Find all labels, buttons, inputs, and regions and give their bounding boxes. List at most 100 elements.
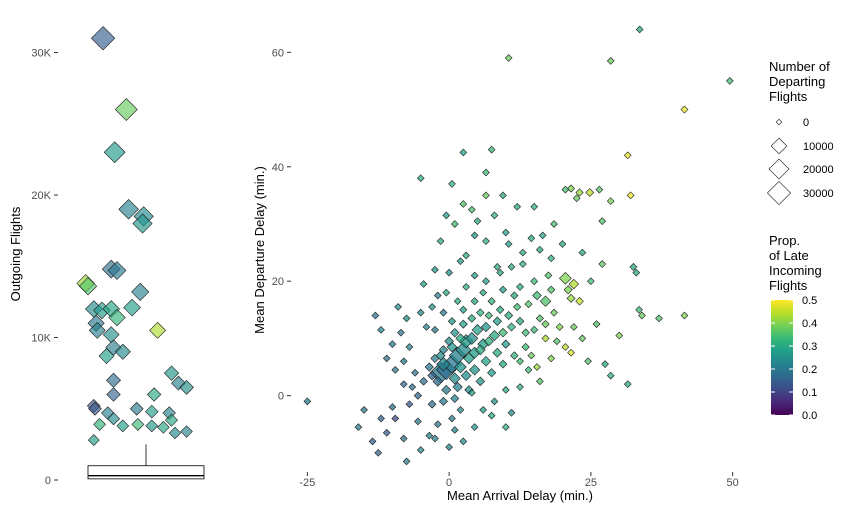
right-point: [467, 388, 476, 397]
left-points: [76, 26, 194, 447]
right-point: [541, 319, 550, 329]
right-point: [470, 271, 479, 280]
right-point: [405, 343, 414, 351]
right-point: [303, 397, 312, 406]
size-legend-title-line-2: Departing: [769, 74, 825, 89]
right-point: [623, 151, 632, 160]
right-y-axis-title: Mean Departure Delay (min.): [252, 166, 267, 334]
size-legend: Number of Departing Flights 0 10000 20000 3…: [766, 59, 834, 206]
right-point: [655, 314, 663, 323]
left-point: [88, 401, 102, 416]
right-point: [360, 406, 368, 414]
left-point: [118, 199, 139, 220]
right-point: [623, 380, 632, 389]
right-point: [448, 372, 461, 385]
right-point: [498, 285, 508, 294]
left-point: [78, 277, 98, 296]
right-point: [521, 342, 530, 352]
right-point: [559, 271, 572, 285]
right-point: [598, 217, 607, 225]
right-point: [467, 314, 477, 323]
right-point: [436, 237, 445, 245]
right-point: [561, 185, 570, 194]
right-point: [536, 377, 544, 386]
color-legend-title-line-2: of Late: [769, 248, 809, 263]
right-point: [567, 348, 575, 357]
right-point: [430, 325, 439, 334]
right-point: [371, 311, 380, 320]
right-point: [428, 303, 436, 311]
colorbar-tick-label: 0.5: [802, 295, 817, 307]
right-point: [595, 185, 604, 194]
right-point: [553, 337, 561, 346]
right-point: [606, 371, 615, 380]
right-point: [547, 254, 556, 263]
right-y-tick-label: 0: [278, 391, 284, 403]
right-point: [411, 368, 419, 377]
right-point: [441, 384, 452, 395]
right-point: [578, 248, 587, 257]
colorbar-ticks: 0.5 0.4 0.3 0.2 0.1 0.0: [771, 295, 817, 422]
left-point: [123, 298, 141, 317]
right-point: [394, 303, 402, 311]
right-point: [432, 376, 444, 387]
right-point: [584, 357, 592, 366]
right-point: [414, 417, 422, 426]
right-point: [516, 282, 524, 291]
left-point: [98, 348, 115, 364]
right-point: [444, 336, 454, 347]
right-point: [427, 399, 437, 409]
right-point: [598, 260, 607, 268]
right-point: [680, 105, 689, 114]
right-point: [459, 305, 468, 314]
left-y-axis: 0 10K 20K 30K: [31, 48, 58, 487]
right-point: [399, 380, 408, 389]
left-point: [87, 434, 100, 447]
size-legend-label: 0: [803, 117, 809, 129]
right-point: [527, 234, 536, 243]
right-point: [547, 285, 556, 294]
right-point: [507, 263, 516, 271]
left-point: [131, 418, 145, 431]
right-point: [433, 420, 442, 429]
right-point: [368, 437, 377, 446]
right-point: [388, 403, 397, 411]
right-point: [629, 262, 638, 271]
right-point: [570, 323, 578, 331]
right-point: [530, 202, 539, 211]
right-point: [492, 316, 503, 326]
right-point: [487, 411, 496, 420]
right-point: [490, 397, 499, 406]
right-point: [530, 277, 539, 286]
colorbar-tick-label: 0.0: [802, 410, 817, 422]
right-point: [442, 211, 451, 220]
right-point: [487, 368, 497, 378]
right-point: [518, 260, 527, 268]
right-point: [416, 308, 425, 317]
right-point: [483, 336, 494, 347]
left-point: [179, 380, 194, 395]
right-x-tick-label: -25: [299, 477, 315, 489]
right-point: [460, 370, 472, 381]
right-point: [455, 333, 466, 344]
right-point: [459, 437, 468, 446]
left-point: [163, 365, 180, 381]
right-point: [487, 297, 496, 306]
right-point: [438, 345, 449, 355]
right-point: [513, 302, 522, 312]
right-point: [513, 202, 522, 211]
right-point: [585, 188, 595, 197]
right-point: [402, 457, 411, 466]
right-point: [592, 320, 601, 328]
left-point: [132, 213, 153, 234]
left-point: [93, 418, 106, 431]
right-x-axis: -25 0 25 50: [299, 472, 739, 489]
boxplot: [87, 444, 205, 480]
colorbar-tick-label: 0.1: [802, 387, 817, 399]
left-point: [131, 282, 150, 301]
right-point: [501, 339, 511, 349]
right-point: [504, 240, 513, 248]
right-point: [454, 360, 467, 374]
right-point: [424, 362, 434, 372]
right-point: [452, 381, 463, 393]
